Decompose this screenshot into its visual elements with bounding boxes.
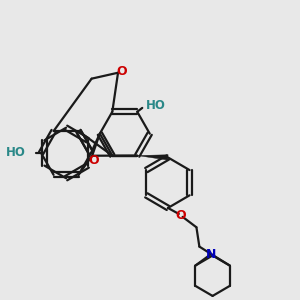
Polygon shape (137, 155, 168, 160)
Text: O: O (88, 154, 99, 167)
Text: O: O (175, 209, 186, 222)
Text: HO: HO (6, 146, 26, 160)
Text: HO: HO (146, 99, 166, 112)
Text: O: O (116, 65, 127, 78)
Text: N: N (206, 248, 216, 260)
